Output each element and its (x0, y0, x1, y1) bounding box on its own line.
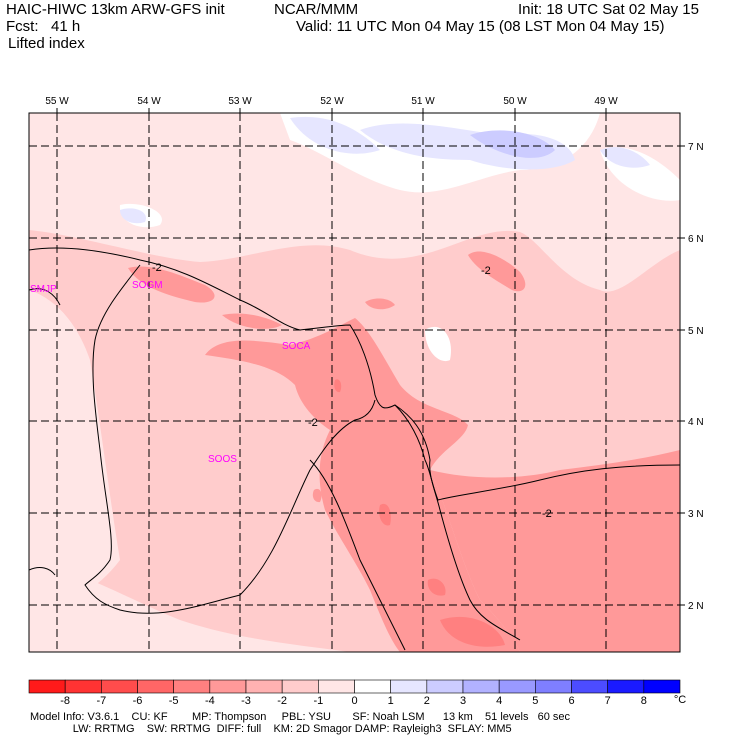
colorbar-tick-label: -5 (169, 695, 179, 707)
lon-label: 55 W (45, 96, 69, 107)
colorbar-swatch (643, 679, 681, 694)
forecast-hour: Fcst: 41 h (6, 18, 81, 35)
colorbar-swatch (64, 679, 102, 694)
colorbar-swatch (390, 679, 428, 694)
colorbar-swatch (137, 679, 174, 694)
colorbar-swatch (607, 679, 645, 694)
colorbar-tick-label: -3 (241, 695, 251, 707)
lat-label: 4 N (688, 417, 704, 428)
lat-label: 5 N (688, 326, 704, 337)
colorbar-tick-label: -4 (205, 695, 215, 707)
map-frame (28, 112, 681, 653)
colorbar-tick-label: 3 (460, 695, 466, 707)
colorbar-swatch (101, 679, 138, 694)
contour-label: -2 (481, 265, 491, 277)
axis-ticks (56, 108, 685, 606)
lon-label: 51 W (411, 96, 435, 107)
station-label: SOCA (282, 341, 311, 352)
colorbar-tick-label: -8 (60, 695, 70, 707)
lat-label: 3 N (688, 509, 704, 520)
colorbar-tick-label: 6 (568, 695, 574, 707)
lat-label: 2 N (688, 601, 704, 612)
colorbar-swatch (426, 679, 464, 694)
colorbar-tick-label: 4 (496, 695, 502, 707)
colorbar-swatch (173, 679, 211, 694)
model-info-line2: LW: RRTMG SW: RRTMG DIFF: full KM: 2D Sm… (30, 723, 512, 735)
colorbar-unit: °C (674, 694, 686, 706)
colorbar-tick-label: -7 (96, 695, 106, 707)
station-label: SOGM (132, 280, 163, 291)
station-label: SOOS (208, 454, 237, 465)
colorbar-labels: -8 -7 -6 -5 -4 -3 -2 -1 0 1 2 3 4 5 6 7 8 (60, 695, 647, 707)
colorbar-swatch (245, 679, 283, 694)
colorbar-tick-label: 7 (605, 695, 611, 707)
lon-label: 50 W (503, 96, 527, 107)
colorbar-swatch (354, 679, 391, 694)
colorbar-tick-label: 2 (424, 695, 430, 707)
lon-label: 54 W (137, 96, 161, 107)
contour-label: -2 (152, 262, 162, 274)
lon-label: 52 W (320, 96, 344, 107)
colorbar-swatch (571, 679, 608, 694)
latlon-grid (29, 113, 680, 652)
colorbar-swatch (462, 679, 500, 694)
station-label: SMJP (30, 284, 57, 295)
model-info-line1: Model Info: V3.6.1 CU: KF MP: Thompson P… (30, 711, 571, 723)
colorbar-tick-label: 5 (532, 695, 538, 707)
colorbar-tick-label: 8 (641, 695, 647, 707)
lon-label: 53 W (228, 96, 252, 107)
field-shading (29, 113, 680, 652)
valid-time: Valid: 11 UTC Mon 04 May 15 (08 LST Mon … (296, 18, 665, 35)
colorbar-swatch (318, 679, 355, 694)
colorbar-tick-label: -2 (277, 695, 287, 707)
colorbar-tick-label: -6 (133, 695, 143, 707)
contour-label: -2 (308, 417, 318, 429)
init-time: Init: 18 UTC Sat 02 May 15 (518, 1, 699, 18)
lon-label: 49 W (594, 96, 618, 107)
colorbar-swatch (535, 679, 572, 694)
lat-label: 6 N (688, 234, 704, 245)
colorbar-tick-label: -1 (313, 695, 323, 707)
colorbar (28, 679, 681, 694)
coastlines (29, 247, 680, 651)
colorbar-swatch (281, 679, 319, 694)
contour-label: -2 (542, 508, 552, 520)
model-title: HAIC-HIWC 13km ARW-GFS init (6, 1, 225, 18)
colorbar-swatch (498, 679, 536, 694)
lat-label: 7 N (688, 142, 704, 153)
colorbar-swatch (28, 679, 66, 694)
org-label: NCAR/MMM (274, 1, 359, 18)
colorbar-swatch (209, 679, 247, 694)
colorbar-tick-label: 0 (351, 695, 357, 707)
field-name: Lifted index (8, 35, 85, 52)
colorbar-tick-label: 1 (388, 695, 394, 707)
